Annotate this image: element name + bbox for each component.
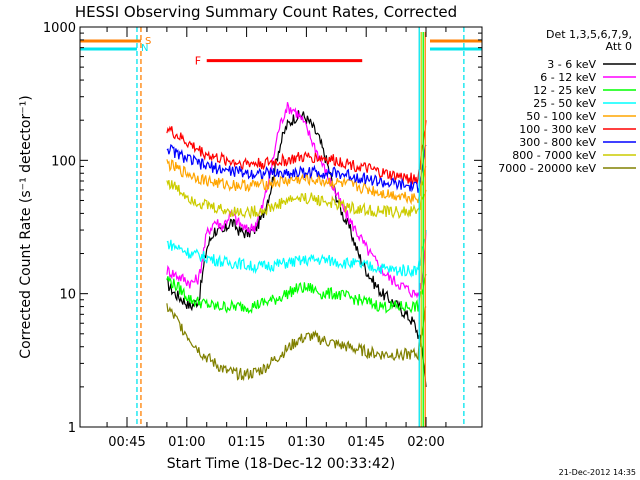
x-tick-label: 00:45 [108,435,145,450]
marker-label-s: S [145,36,151,47]
x-axis-label: Start Time (18-Dec-12 00:33:42) [167,456,395,472]
y-axis-label: Corrected Count Rate (s⁻¹ detector⁻¹) [18,95,34,358]
axis-layer: 1 10 100 1000 00:45 01:00 01:15 01:30 01:45 02:00 [43,21,482,450]
series-line-9 [166,303,427,382]
series-line-6 [166,120,427,185]
legend-label: 25 - 50 keV [533,97,596,110]
marker-layer: SN F [80,27,482,427]
series-line-3 [166,273,427,315]
x-tick-label: 02:00 [407,435,444,450]
timestamp: 21-Dec-2012 14:35 [559,468,636,477]
legend-label: 12 - 25 keV [533,84,596,97]
y-tick-label: 1 [68,421,76,436]
series-line-8 [166,179,427,220]
series-line-2 [166,102,427,299]
legend-header-line-2: Att 0 [606,40,632,53]
plot-frame [79,26,483,428]
x-tick-label: 01:00 [168,435,205,450]
legend-label: 300 - 800 keV [519,136,596,149]
legend-label: 6 - 12 keV [540,71,596,84]
legend-label: 50 - 100 keV [526,110,596,123]
series-line-1 [166,110,427,387]
x-tick-label: 01:30 [288,435,325,450]
series-line-5 [166,159,427,206]
legend-label: 7000 - 20000 keV [498,162,596,175]
series-layer [166,102,427,387]
y-tick-label: 10 [59,288,76,303]
x-tick-label: 01:45 [347,435,384,450]
series-line-4 [166,230,427,278]
legend-label: 100 - 300 keV [519,123,596,136]
flare-bar-label: F [195,55,201,68]
legend-label: 3 - 6 keV [547,58,596,71]
marker-label-n: N [141,43,148,54]
y-tick-label: 100 [51,154,76,169]
y-tick-label: 1000 [43,21,76,36]
legend-label: 800 - 7000 keV [512,149,596,162]
legend-header-line-1: Det 1,3,5,6,7,9, [546,28,632,41]
series-line-7 [166,143,427,193]
x-tick-label: 01:15 [228,435,265,450]
chart-title: HESSI Observing Summary Count Rates, Cor… [75,3,457,21]
